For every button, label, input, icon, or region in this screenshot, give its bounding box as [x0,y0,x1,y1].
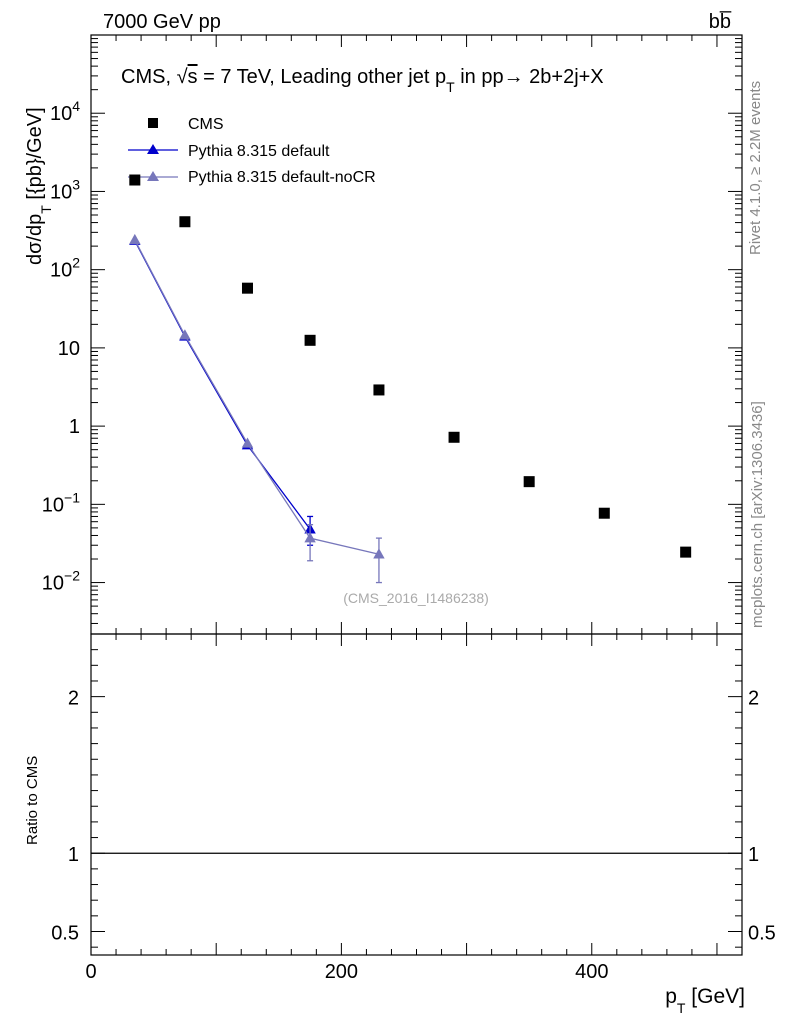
cms-point [241,282,253,294]
series-cms [129,174,692,558]
legend-cms-label: CMS [188,116,224,133]
cms-point [304,334,316,346]
ratio-panel-frame [90,633,743,956]
cms-point [448,431,460,443]
energy-label: 7000 GeV pp [103,11,221,33]
legend-nocr-marker [147,171,159,181]
x-tick-label: 200 [325,961,358,983]
legend-cms-marker [148,118,158,128]
plot-title: CMS, √s = 7 TeV, Leading other jet pT in… [121,66,604,95]
y-tick-label: 10 [58,338,80,360]
ratio-panel-ticks [90,634,743,955]
nocr-line [134,239,380,555]
ratio-tick-label-right: 0.5 [748,923,776,945]
series-nocr [129,233,385,584]
y-tick-label: 103 [50,176,80,203]
legend: CMS Pythia 8.315 default Pythia 8.315 de… [128,116,376,186]
cms-point [598,507,610,519]
ratio-y-axis-label: Ratio to CMS [24,756,41,845]
x-tick-label: 0 [85,961,96,983]
cms-point [373,384,385,396]
cms-point [179,216,191,228]
y-tick-label: 104 [50,98,80,125]
x-axis-label: pT [GeV] [665,985,745,1016]
cms-point [523,476,535,488]
analysis-watermark: (CMS_2016_I1486238) [343,590,489,606]
cms-point [129,174,141,186]
ratio-tick-labels: 0.5 0.5 1 1 2 2 [51,688,776,945]
mcplots-label: mcplots.cern.ch [arXiv:1306.3436] [749,401,766,628]
ratio-tick-label-left: 2 [68,688,79,710]
y-tick-labels: 10−2 10−1 1 10 102 103 104 [42,98,80,594]
rivet-label: Rivet 4.1.0, ≥ 2.2M events [747,81,764,255]
legend-nocr-label: Pythia 8.315 default-noCR [188,169,376,186]
ratio-tick-label-left: 0.5 [51,923,79,945]
main-panel-ticks [90,34,743,634]
default-line [134,240,311,530]
ratio-tick-label-left: 1 [68,844,79,866]
cms-point [680,546,692,558]
y-tick-label: 1 [69,416,80,438]
nocr-point [241,437,254,448]
process-label: bb̅ [709,10,732,33]
y-tick-label: 102 [50,255,80,282]
ratio-tick-label-right: 1 [748,844,759,866]
y-tick-label: 10−2 [42,568,80,595]
y-axis-label: dσ/dpT [{pb}/GeV] [24,107,54,265]
nocr-point [129,233,141,245]
legend-default-label: Pythia 8.315 default [188,143,330,160]
nocr-point [179,329,191,340]
nocr-point [373,548,385,559]
x-tick-labels: 0 200 400 [85,961,608,983]
x-tick-label: 400 [575,961,608,983]
nocr-point [304,532,316,543]
legend-default-marker [147,144,159,154]
ratio-tick-label-right: 2 [748,688,759,710]
y-tick-label: 10−1 [42,489,80,516]
